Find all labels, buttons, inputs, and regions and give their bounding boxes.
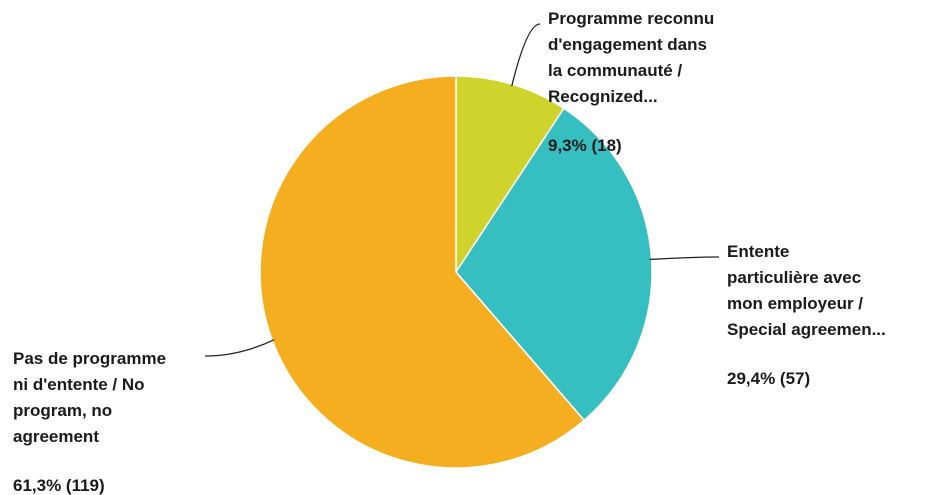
slice-label-recognized-line-2: d'engagement dans: [548, 35, 707, 54]
slice-label-recognized-line-3: la communauté /: [548, 61, 682, 80]
slice-value-special: 29,4% (57): [727, 369, 810, 388]
slice-label-recognized-line-1: Programme reconnu: [548, 9, 714, 28]
slice-label-none-line-2: ni d'entente / No: [13, 375, 145, 394]
slice-label-recognized-line-4: Recognized...: [548, 87, 658, 106]
slice-value-none: 61,3% (119): [13, 476, 105, 495]
slice-label-special-line-4: Special agreemen...: [727, 320, 886, 339]
leader-lines: [204, 23, 720, 357]
slice-label-none-line-1: Pas de programme: [13, 349, 166, 368]
slice-value-recognized: 9,3% (18): [548, 136, 622, 155]
leader-line-recognized: [511, 23, 541, 87]
leader-line-none: [204, 339, 275, 357]
slice-label-recognized: Programme reconnu d'engagement dans la c…: [548, 9, 714, 155]
slice-label-none-line-4: agreement: [13, 427, 99, 446]
slice-label-special-line-3: mon employeur /: [727, 294, 863, 313]
leader-line-special: [649, 256, 720, 261]
slice-label-none: Pas de programme ni d'entente / No progr…: [13, 349, 166, 495]
slice-label-special: Entente particulière avec mon employeur …: [727, 242, 886, 388]
slice-label-special-line-1: Entente: [727, 242, 789, 261]
slice-label-special-line-2: particulière avec: [727, 268, 861, 287]
slice-label-none-line-3: program, no: [13, 401, 112, 420]
pie-slices: [259, 75, 653, 469]
